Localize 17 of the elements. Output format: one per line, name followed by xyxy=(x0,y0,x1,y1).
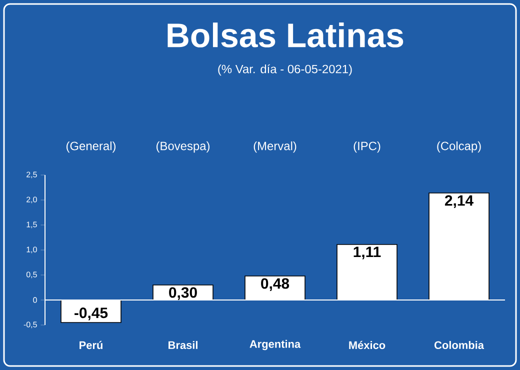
x-tick-label: Colombia xyxy=(434,340,484,350)
data-label: 2,14 xyxy=(444,195,474,208)
text: (Colcap) xyxy=(437,141,481,153)
chart-subtitle: (% Var. día - 06-05-2021) xyxy=(218,64,352,76)
x-tick-label: Argentina xyxy=(250,340,301,350)
data-label: -0,45 xyxy=(74,308,108,320)
data-label: 0,48 xyxy=(261,278,290,291)
x-tick-label: México xyxy=(349,340,386,350)
text: (Merval) xyxy=(254,141,296,153)
text: (IPC) xyxy=(354,141,380,153)
chart-title: Bolsas Latinas xyxy=(168,22,404,48)
x-tick-label: Perú xyxy=(80,340,102,350)
data-label: 1,11 xyxy=(354,246,381,260)
text: (General) xyxy=(66,141,116,153)
text: (Bovespa) xyxy=(156,141,210,153)
x-tick-label: Brasil xyxy=(168,340,198,350)
data-label: 0,30 xyxy=(169,287,197,300)
